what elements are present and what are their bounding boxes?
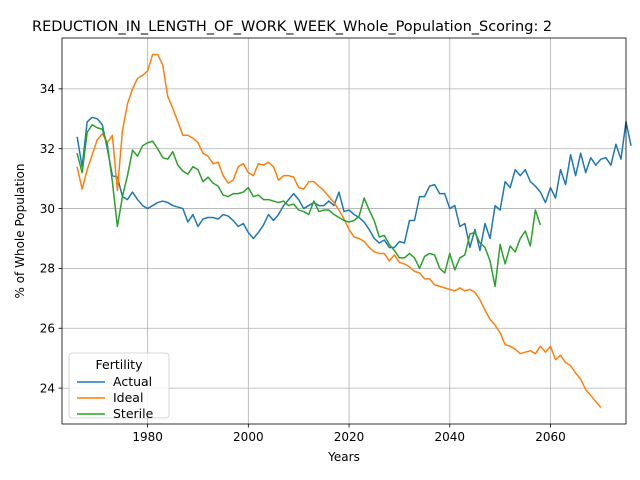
legend-entry: Actual xyxy=(113,374,152,389)
y-tick-label: 26 xyxy=(40,322,55,336)
x-tick-label: 2060 xyxy=(535,430,566,444)
y-tick-label: 24 xyxy=(40,381,55,395)
legend-entry: Sterile xyxy=(113,406,154,421)
series-lines xyxy=(76,53,632,409)
axis-ticks: 1980 2000 2020 2040 2060 24 26 28 30 32 34 xyxy=(40,82,566,444)
series-line-sterile xyxy=(76,124,542,288)
y-tick-label: 28 xyxy=(40,262,55,276)
legend-title: Fertility xyxy=(96,357,144,372)
y-tick-label: 30 xyxy=(40,202,55,216)
y-tick-label: 32 xyxy=(40,142,55,156)
legend-entry: Ideal xyxy=(113,390,143,405)
x-tick-label: 2020 xyxy=(334,430,365,444)
x-axis-label: Years xyxy=(327,450,360,464)
y-tick-label: 34 xyxy=(40,82,55,96)
legend-box xyxy=(68,352,170,419)
series-line-ideal xyxy=(76,53,602,409)
plot-frame xyxy=(61,37,627,425)
x-tick-label: 2000 xyxy=(233,430,264,444)
x-tick-label: 2040 xyxy=(434,430,465,444)
y-axis-label: % of Whole Population xyxy=(13,164,27,299)
chart-title: REDUCTION_IN_LENGTH_OF_WORK_WEEK_Whole_P… xyxy=(32,19,552,35)
series-line-actual xyxy=(76,116,632,252)
x-tick-label: 1980 xyxy=(132,430,163,444)
